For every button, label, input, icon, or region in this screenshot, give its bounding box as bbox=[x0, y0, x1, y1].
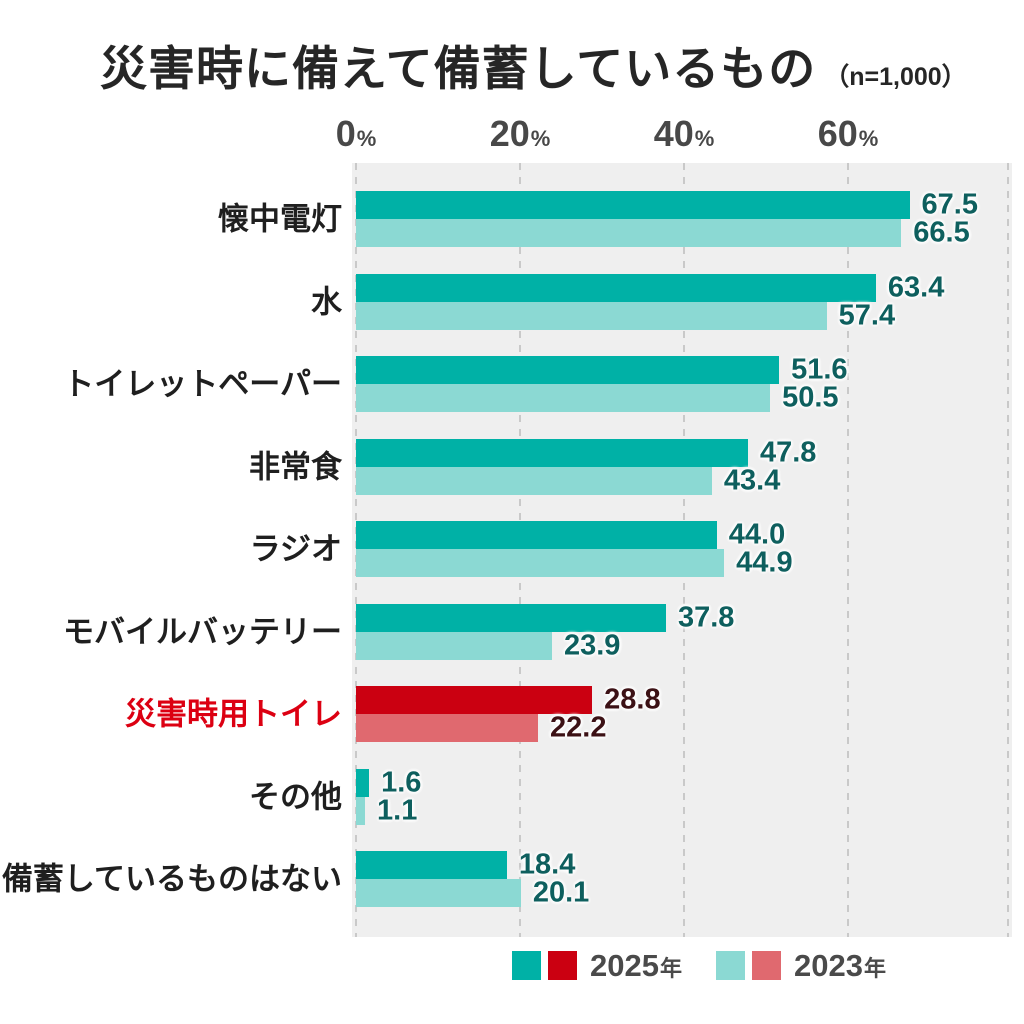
axis-tick-number: 60 bbox=[817, 113, 858, 154]
bar-2023年 bbox=[356, 714, 539, 742]
axis-tick-number: 0 bbox=[335, 113, 356, 154]
value-label: 63.4 bbox=[887, 271, 945, 303]
bar-2025年 bbox=[356, 603, 666, 632]
bar-2025年 bbox=[356, 356, 780, 384]
bar-2023年 bbox=[356, 879, 521, 907]
bar-2023年 bbox=[356, 631, 552, 660]
bar-2025年 bbox=[356, 273, 876, 302]
legend-entry-2023: 2023 年 bbox=[715, 950, 886, 981]
value-label: 1.1 bbox=[377, 794, 418, 826]
value-label: 44.0 bbox=[728, 518, 786, 551]
value-label: 66.5 bbox=[913, 216, 970, 249]
legend-swatch-2023-red bbox=[751, 951, 781, 980]
category-label: ラジオ bbox=[249, 531, 342, 567]
legend-swatch-2025-teal bbox=[512, 951, 541, 980]
category-label: 災害時用トイレ bbox=[125, 696, 342, 732]
bar-2023年 bbox=[356, 466, 712, 495]
value-label: 51.6 bbox=[791, 353, 848, 386]
legend-swatch-2025-red bbox=[548, 951, 577, 980]
value-label: 44.9 bbox=[736, 546, 793, 579]
value-label: 20.1 bbox=[532, 876, 590, 909]
legend-entry-2025: 2025 年 bbox=[512, 950, 682, 981]
value-label: 67.5 bbox=[921, 188, 978, 221]
chart-title: 災害時に備えて備蓄しているもの （n=1,000） bbox=[100, 30, 967, 99]
chart-title-text: 災害時に備えて備蓄しているもの bbox=[100, 42, 817, 95]
value-label: 22.2 bbox=[550, 711, 607, 744]
bar-2023年 bbox=[356, 796, 366, 825]
bar-2025年 bbox=[356, 191, 910, 219]
value-label: 43.4 bbox=[723, 464, 781, 496]
legend-swatch-2023-teal bbox=[715, 951, 745, 980]
gridline-80pct bbox=[1007, 163, 1009, 937]
category-label: 水 bbox=[311, 284, 342, 319]
value-label: 50.5 bbox=[782, 381, 839, 414]
category-label: その他 bbox=[249, 779, 342, 814]
bar-2025年 bbox=[356, 768, 370, 797]
value-label: 37.8 bbox=[677, 601, 735, 633]
category-label: 懐中電灯 bbox=[218, 201, 342, 237]
axis-tick-60: 60% bbox=[818, 116, 879, 152]
axis-tick-number: 40 bbox=[653, 113, 694, 154]
category-label: 非常食 bbox=[249, 449, 342, 484]
value-label: 28.8 bbox=[604, 683, 661, 716]
axis-tick-20: 20% bbox=[490, 116, 551, 152]
category-label: 備蓄しているものはない bbox=[1, 861, 342, 897]
legend-label-2023: 2023 年 bbox=[794, 950, 886, 981]
value-label: 47.8 bbox=[759, 436, 817, 468]
axis-tick-0: 0% bbox=[336, 116, 377, 152]
percent-symbol: % bbox=[530, 126, 551, 151]
legend: 2025 年 2023 年 bbox=[512, 950, 886, 981]
value-label: 18.4 bbox=[518, 848, 576, 881]
value-label: 1.6 bbox=[381, 766, 422, 798]
gridline-60pct bbox=[847, 163, 849, 937]
percent-symbol: % bbox=[858, 126, 879, 151]
bar-2023年 bbox=[356, 549, 725, 577]
bar-2023年 bbox=[356, 384, 771, 412]
category-label: トイレットペーパー bbox=[63, 366, 342, 402]
bar-2025年 bbox=[356, 438, 748, 467]
legend-year-suffix: 年 bbox=[659, 956, 682, 981]
bar-2025年 bbox=[356, 521, 717, 549]
category-label: モバイルバッテリー bbox=[63, 614, 342, 649]
legend-year-suffix: 年 bbox=[863, 956, 886, 981]
percent-symbol: % bbox=[694, 126, 715, 151]
sample-size-note: （n=1,000） bbox=[824, 63, 967, 91]
legend-year: 2025 bbox=[590, 948, 659, 983]
plot-area: 67.5 66.5 63.4 57.4 51.6 50.5 47.8 43.4 44.0 44.9… bbox=[352, 163, 1012, 937]
bar-2023年 bbox=[356, 301, 827, 330]
bar-2025年 bbox=[356, 851, 507, 879]
axis-tick-number: 20 bbox=[489, 113, 530, 154]
legend-year: 2023 bbox=[793, 948, 863, 983]
value-label: 57.4 bbox=[838, 299, 896, 331]
value-label: 23.9 bbox=[563, 629, 621, 661]
percent-symbol: % bbox=[356, 126, 377, 151]
legend-label-2025: 2025 年 bbox=[590, 950, 682, 981]
bar-2023年 bbox=[356, 219, 902, 247]
bar-2025年 bbox=[356, 686, 593, 714]
axis-tick-40: 40% bbox=[654, 116, 715, 152]
